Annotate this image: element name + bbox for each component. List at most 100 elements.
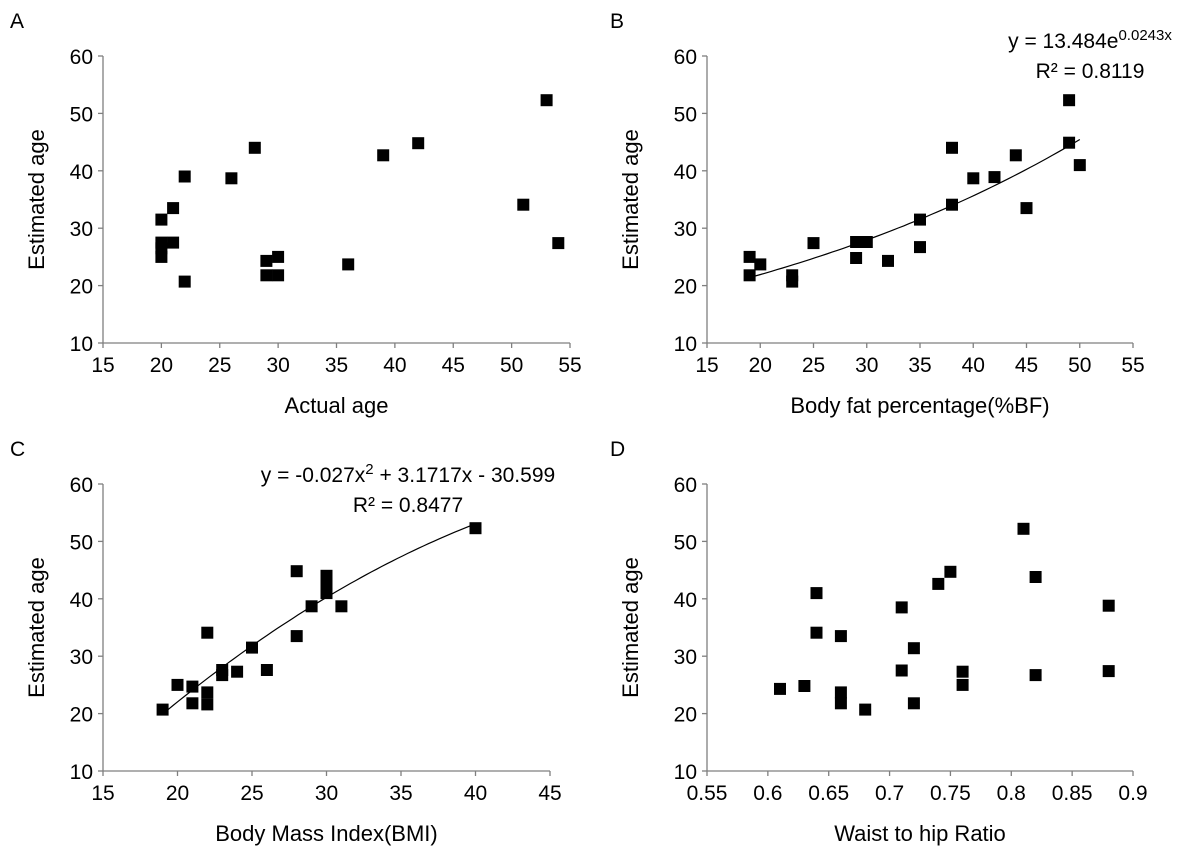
data-point bbox=[155, 250, 168, 263]
x-tick-label: 35 bbox=[389, 782, 412, 805]
x-tick-label: 20 bbox=[150, 354, 173, 377]
data-point bbox=[167, 202, 180, 215]
data-point bbox=[248, 141, 261, 154]
x-tick-label: 20 bbox=[166, 782, 189, 805]
y-tick-label: 40 bbox=[70, 161, 93, 184]
data-point bbox=[412, 137, 425, 150]
x-tick-label: 35 bbox=[325, 354, 348, 377]
data-point bbox=[944, 565, 957, 578]
y-tick-label: 40 bbox=[70, 589, 93, 612]
x-tick-label: 30 bbox=[315, 782, 338, 805]
data-point bbox=[290, 565, 303, 578]
data-point bbox=[335, 600, 348, 613]
x-tick-label: 40 bbox=[383, 354, 406, 377]
data-point bbox=[956, 678, 969, 691]
data-point bbox=[1073, 159, 1086, 172]
trendline bbox=[162, 523, 476, 715]
data-point bbox=[1020, 202, 1033, 215]
data-point bbox=[156, 703, 169, 716]
x-axis-title: Body fat percentage(%BF) bbox=[790, 393, 1049, 418]
data-point bbox=[201, 626, 214, 639]
data-point bbox=[810, 587, 823, 600]
data-point bbox=[774, 682, 786, 695]
panel-letter: D bbox=[610, 438, 625, 461]
y-tick-label: 20 bbox=[70, 704, 93, 727]
data-point bbox=[988, 171, 1001, 184]
equation-exponent: 0.0243x bbox=[1118, 27, 1172, 44]
data-point bbox=[1017, 522, 1030, 535]
data-point bbox=[377, 149, 390, 162]
x-axis-title: Waist to hip Ratio bbox=[834, 821, 1006, 846]
y-tick-label: 30 bbox=[70, 218, 93, 241]
y-tick-label: 20 bbox=[674, 276, 697, 299]
data-point bbox=[320, 587, 333, 600]
x-tick-label: 30 bbox=[266, 354, 289, 377]
data-point bbox=[216, 669, 229, 682]
data-point bbox=[342, 258, 355, 271]
data-point bbox=[1063, 94, 1076, 107]
equation-part-1: y = -0.027x bbox=[261, 464, 366, 487]
x-tick-label: 0.55 bbox=[687, 782, 728, 805]
x-tick-label: 0.7 bbox=[875, 782, 904, 805]
data-point bbox=[540, 94, 553, 107]
panel-d: D 0.55 0.6 0.65 0.7 0.75 0.8 0.85 0.9 10 20 30 40 50 6… bbox=[610, 438, 1148, 846]
data-point bbox=[517, 198, 530, 211]
y-tick-label: 60 bbox=[70, 474, 93, 497]
data-point bbox=[272, 269, 285, 282]
y-tick-label: 60 bbox=[70, 46, 93, 69]
y-tick-label: 40 bbox=[674, 589, 697, 612]
data-point bbox=[946, 141, 958, 154]
x-tick-label: 45 bbox=[1015, 354, 1038, 377]
x-tick-label: 15 bbox=[695, 354, 718, 377]
data-point bbox=[171, 678, 184, 691]
y-tick-label: 20 bbox=[70, 276, 93, 299]
data-point bbox=[914, 213, 926, 226]
x-tick-label: 40 bbox=[464, 782, 487, 805]
trendline-equation: y = -0.027x2 + 3.1717x - 30.599 bbox=[261, 461, 555, 487]
data-point bbox=[1102, 599, 1115, 612]
data-point bbox=[810, 626, 823, 639]
panel-letter: A bbox=[10, 10, 24, 33]
data-point bbox=[469, 522, 482, 535]
panel-c: C 15 20 25 30 35 40 45 10 20 30 40 50 60 Body Mass Ind… bbox=[10, 438, 562, 846]
data-point bbox=[178, 275, 191, 288]
y-tick-label: 50 bbox=[674, 103, 697, 126]
y-axis-title: Estimated age bbox=[618, 557, 643, 698]
data-point bbox=[305, 600, 318, 613]
x-tick-label: 55 bbox=[558, 354, 581, 377]
x-tick-label: 25 bbox=[802, 354, 825, 377]
data-point bbox=[834, 630, 847, 643]
x-tick-label: 0.65 bbox=[808, 782, 849, 805]
x-tick-label: 0.6 bbox=[753, 782, 782, 805]
panel-b: B 15 20 25 30 35 40 45 50 55 10 20 30 40 50 60 Body fat … bbox=[610, 10, 1172, 418]
y-axis-title: Estimated age bbox=[618, 129, 643, 270]
data-point bbox=[290, 630, 303, 643]
y-tick-label: 40 bbox=[674, 161, 697, 184]
data-point bbox=[260, 664, 273, 676]
y-axis-title: Estimated age bbox=[24, 557, 49, 698]
data-point bbox=[967, 172, 980, 185]
x-tick-label: 15 bbox=[91, 354, 114, 377]
data-point bbox=[743, 250, 756, 263]
data-point bbox=[186, 680, 199, 693]
data-point bbox=[834, 697, 847, 710]
y-tick-label: 30 bbox=[674, 218, 697, 241]
data-point bbox=[1009, 149, 1022, 162]
data-point bbox=[155, 213, 168, 226]
equation-part-2: + 3.1717x - 30.599 bbox=[374, 464, 556, 487]
data-point bbox=[231, 665, 244, 678]
y-tick-label: 60 bbox=[674, 474, 697, 497]
data-point bbox=[246, 641, 258, 654]
panel-letter: B bbox=[610, 10, 624, 33]
x-tick-label: 50 bbox=[1068, 354, 1091, 377]
data-point bbox=[798, 680, 811, 692]
data-point bbox=[932, 577, 945, 590]
x-tick-label: 45 bbox=[538, 782, 561, 805]
data-point bbox=[907, 697, 920, 710]
data-point bbox=[167, 236, 180, 249]
data-point bbox=[186, 697, 199, 710]
data-point bbox=[178, 170, 191, 183]
panel-a: A 15 20 25 30 35 40 45 50 55 10 20 30 40 50 60 Actual ag… bbox=[10, 10, 582, 418]
x-tick-label: 25 bbox=[240, 782, 263, 805]
